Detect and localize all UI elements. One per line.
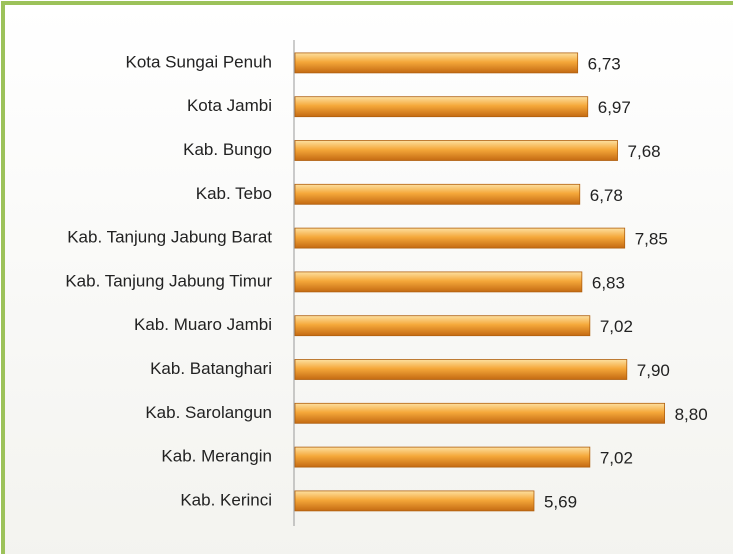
bar xyxy=(294,359,628,380)
value-label: 7,85 xyxy=(635,230,668,249)
y-tick-label: Kota Jambi xyxy=(187,96,272,115)
y-tick-label: Kab. Tebo xyxy=(196,184,272,203)
bar xyxy=(294,490,535,512)
y-tick-label: Kab. Bungo xyxy=(183,140,272,159)
y-tick-label: Kab. Tanjung Jabung Barat xyxy=(67,228,272,247)
value-label: 7,02 xyxy=(600,449,633,468)
value-label: 7,68 xyxy=(628,142,661,161)
bar xyxy=(294,227,626,249)
value-label: 8,80 xyxy=(675,405,708,424)
bar xyxy=(294,96,589,118)
bar xyxy=(294,140,618,161)
y-tick-label: Kab. Sarolangun xyxy=(145,403,272,422)
value-label: 5,69 xyxy=(544,492,577,511)
y-tick-label: Kota Sungai Penuh xyxy=(125,52,272,71)
bar xyxy=(294,183,581,205)
bar xyxy=(294,315,591,337)
y-tick-label: Kab. Kerinci xyxy=(180,490,272,509)
value-label: 7,02 xyxy=(600,317,633,336)
value-label: 6,83 xyxy=(592,273,625,292)
bar xyxy=(294,446,591,468)
bar xyxy=(294,52,579,74)
bar xyxy=(294,271,583,293)
y-tick-label: Kab. Merangin xyxy=(161,447,272,466)
y-tick-label: Kab. Muaro Jambi xyxy=(134,315,272,334)
y-tick-label: Kab. Tanjung Jabung Timur xyxy=(65,271,272,290)
y-tick-label: Kab. Batanghari xyxy=(150,359,272,378)
value-label: 6,78 xyxy=(590,186,623,205)
bar xyxy=(294,402,666,424)
value-label: 6,97 xyxy=(598,98,631,117)
value-label: 6,73 xyxy=(588,54,621,73)
value-label: 7,90 xyxy=(637,361,670,380)
